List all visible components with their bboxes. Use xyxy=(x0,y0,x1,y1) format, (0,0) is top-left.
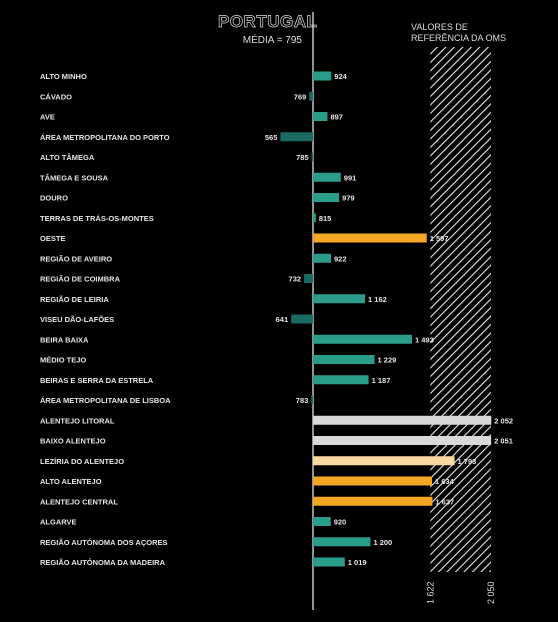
bar xyxy=(313,112,328,121)
category-label: REGIÃO AUTÓNOMA DOS AÇORES xyxy=(40,538,168,547)
reference-title-line1: VALORES DE xyxy=(411,22,468,32)
value-label: 991 xyxy=(344,173,357,182)
bar xyxy=(313,456,455,466)
bar xyxy=(313,334,412,344)
bar xyxy=(313,355,375,364)
value-label: 2 051 xyxy=(494,437,513,446)
bar xyxy=(313,415,492,425)
value-label: 922 xyxy=(334,254,347,263)
bar xyxy=(313,294,366,304)
category-label: ALENTEJO LITORAL xyxy=(40,416,115,425)
bar xyxy=(313,71,332,81)
value-label: 1 597 xyxy=(430,234,449,243)
value-label: 769 xyxy=(294,92,307,101)
category-label: MÉDIO TEJO xyxy=(40,356,86,365)
bar xyxy=(313,557,345,567)
bar xyxy=(313,496,433,506)
bar xyxy=(311,152,314,162)
reference-tick-label: 2 050 xyxy=(486,581,496,604)
category-label: TERRAS DE TRÁS-OS-MONTES xyxy=(40,214,154,223)
bar xyxy=(313,172,341,182)
bar xyxy=(313,375,369,385)
category-label: AVE xyxy=(40,113,55,122)
value-label: 1 634 xyxy=(435,477,455,486)
who-reference-band xyxy=(430,47,491,572)
bar xyxy=(313,213,316,223)
national-average-label: MÉDIA = 795 xyxy=(242,35,302,46)
category-label: ALTO ALENTEJO xyxy=(40,477,102,486)
value-label: 785 xyxy=(296,153,309,162)
value-label: 897 xyxy=(330,113,343,122)
category-label: VISEU DÃO-LAFÕES xyxy=(40,315,114,324)
category-label: ÁREA METROPOLITANA DE LISBOA xyxy=(40,396,171,405)
category-label: ÁREA METROPOLITANA DO PORTO xyxy=(40,133,170,142)
bar xyxy=(313,476,432,486)
reference-title: VALORES DE REFERÊNCIA DA OMS xyxy=(411,22,551,44)
value-label: 1 637 xyxy=(435,497,454,506)
bar xyxy=(280,132,313,142)
value-label: 565 xyxy=(265,133,278,142)
bar xyxy=(313,436,492,445)
category-label: OESTE xyxy=(40,234,65,243)
value-label: 641 xyxy=(276,315,289,324)
value-label: 979 xyxy=(342,194,355,203)
bar xyxy=(304,274,313,283)
value-label: 1 019 xyxy=(348,558,367,567)
value-label: 1 187 xyxy=(372,376,391,385)
value-label: 783 xyxy=(296,396,309,405)
category-label: ALGARVE xyxy=(40,518,77,527)
value-label: 924 xyxy=(334,72,347,81)
value-label: 2 052 xyxy=(494,416,513,425)
bar xyxy=(313,537,371,547)
category-label: ALTO TÂMEGA xyxy=(40,153,95,162)
value-label: 920 xyxy=(334,518,347,527)
category-label: ALENTEJO CENTRAL xyxy=(40,497,118,506)
bar xyxy=(291,314,313,324)
value-label: 815 xyxy=(319,214,332,223)
category-label: CÁVADO xyxy=(40,92,72,101)
category-label: REGIÃO DE COIMBRA xyxy=(40,275,121,284)
category-label: DOURO xyxy=(40,194,68,203)
value-label: 1 162 xyxy=(368,295,387,304)
bar xyxy=(313,253,332,263)
bar xyxy=(311,395,313,405)
bar xyxy=(313,517,331,526)
bar xyxy=(313,233,427,243)
category-label: REGIÃO DE AVEIRO xyxy=(40,254,112,263)
value-label: 1 493 xyxy=(415,335,434,344)
category-label: LEZÍRIA DO ALENTEJO xyxy=(40,457,124,466)
category-label: REGIÃO AUTÓNOMA DA MADEIRA xyxy=(40,558,166,567)
bar xyxy=(309,91,313,101)
value-label: 1 793 xyxy=(458,457,477,466)
category-label: REGIÃO DE LEIRIA xyxy=(40,295,109,304)
value-label: 732 xyxy=(289,275,302,284)
value-label: 1 200 xyxy=(373,538,392,547)
national-title: PORTUGAL xyxy=(218,12,318,32)
category-label: BEIRAS E SERRA DA ESTRELA xyxy=(40,376,154,385)
value-label: 1 229 xyxy=(378,356,397,365)
bar xyxy=(313,193,340,202)
reference-tick-label: 1 622 xyxy=(425,581,435,604)
reference-title-line2: REFERÊNCIA DA OMS xyxy=(411,33,507,43)
category-label: BAIXO ALENTEJO xyxy=(40,437,106,446)
category-label: TÂMEGA E SOUSA xyxy=(40,173,109,182)
category-label: BEIRA BAIXA xyxy=(40,335,89,344)
category-label: ALTO MINHO xyxy=(40,72,87,81)
